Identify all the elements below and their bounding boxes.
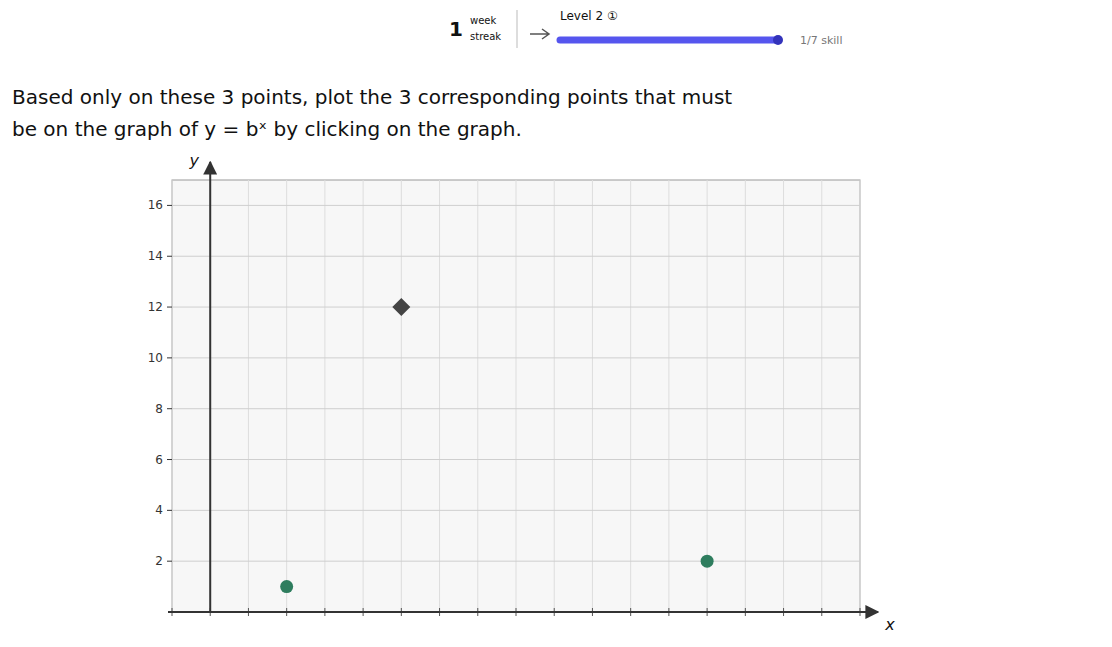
tick-label-y: 6 [155, 453, 163, 467]
header-separator [517, 10, 518, 48]
tick-label-y: 4 [155, 503, 163, 517]
tick-label-y: 8 [155, 402, 163, 416]
tick-y [167, 459, 172, 460]
tick-y [167, 357, 172, 358]
tick-label-y: 10 [148, 351, 163, 365]
grid-line-x [783, 180, 784, 612]
header-arrow [530, 29, 549, 39]
tick-label-y: 2 [155, 554, 163, 568]
grid-line-x [860, 180, 861, 612]
grid-line-x [745, 180, 746, 612]
grid-line-x [248, 180, 249, 612]
tick-label-y: 16 [148, 198, 163, 212]
title: Based only on these 3 points, plot the 3… [12, 85, 732, 109]
grid-line-y [172, 510, 860, 511]
point-diamond [392, 298, 410, 316]
annotation: 1 [449, 17, 463, 41]
progress-dot [773, 35, 783, 45]
grid-line-y [172, 205, 860, 206]
grid-line-y [172, 357, 860, 358]
progress-bar [560, 37, 778, 44]
grid-line-x [324, 180, 325, 612]
grid-line-x [554, 180, 555, 612]
tick-y [167, 510, 172, 511]
y-axis [209, 162, 211, 612]
grid-line-y [172, 459, 860, 460]
annotation: streak [470, 31, 501, 42]
tick-y [167, 205, 172, 206]
grid-line-x [401, 180, 402, 612]
grid-line-y [172, 561, 860, 562]
plot-frame [172, 180, 860, 612]
grid-line-y [172, 408, 860, 409]
annotation: 1/7 skill [800, 34, 842, 47]
grid-line-x [592, 180, 593, 612]
series [392, 298, 410, 316]
grid-line-x [439, 180, 440, 612]
grid-line-y [172, 307, 860, 308]
tick-y [167, 307, 172, 308]
grid-line-y [172, 256, 860, 257]
grid-line-x [821, 180, 822, 612]
grid-line-x [172, 180, 173, 612]
chart: 1 week streak Level 2 ① 1/7 skill Based only … [0, 0, 1112, 647]
grid-line-x [363, 180, 364, 612]
grid-line-x [286, 180, 287, 612]
points [280, 298, 713, 593]
tick-label-y: 12 [148, 300, 163, 314]
subtitle: be on the graph of y = bˣ by clicking on… [12, 117, 522, 141]
header: 1 week streak Level 2 ① 1/7 skill [449, 9, 842, 48]
grid-line-x [477, 180, 478, 612]
x-axis [168, 611, 878, 613]
grid-line-x [707, 180, 708, 612]
grid-line-x [516, 180, 517, 612]
tick-y [167, 561, 172, 562]
tick-y [167, 408, 172, 409]
annotation: Level 2 ① [560, 9, 618, 23]
x-axis-label: x [884, 615, 895, 634]
grid-line-x [668, 180, 669, 612]
annotation: week [470, 15, 496, 26]
series [280, 555, 713, 593]
point-circle [280, 580, 293, 593]
tick-label-y: 14 [148, 249, 163, 263]
grid-line-x [630, 180, 631, 612]
tick-y [167, 256, 172, 257]
grid [172, 180, 860, 612]
point-circle [701, 555, 714, 568]
y-axis-label: y [188, 151, 199, 170]
